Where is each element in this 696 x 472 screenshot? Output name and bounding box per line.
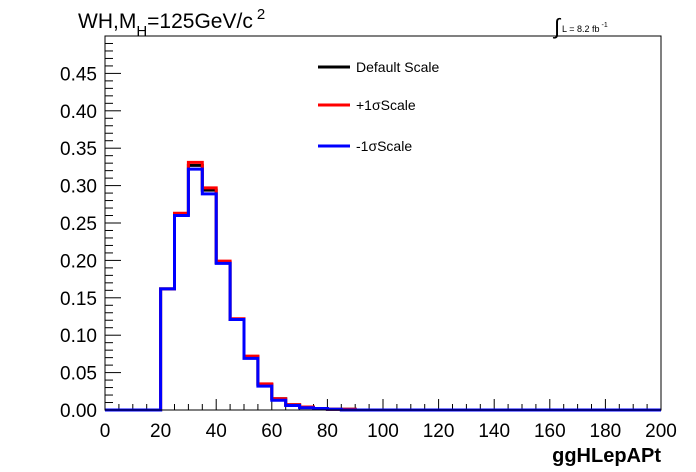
x-tick-label: 160	[534, 421, 566, 442]
legend: Default Scale +1σScale -1σScale	[318, 59, 439, 154]
title-subscript: H	[136, 23, 148, 40]
x-tick-label: 140	[478, 421, 510, 442]
x-tick-label: 80	[317, 421, 338, 442]
chart-title: WH,MH=125GeV/c 2	[78, 6, 265, 40]
integral-symbol: ∫	[554, 14, 561, 39]
legend-label: Default Scale	[356, 59, 439, 75]
y-tick-label: 0.10	[60, 326, 97, 347]
y-tick-label: 0.00	[60, 401, 97, 422]
luminosity-superscript: -1	[601, 22, 608, 29]
legend-label: +1σScale	[356, 97, 416, 113]
x-tick-label: 180	[590, 421, 622, 442]
y-tick-label: 0.25	[60, 214, 97, 235]
title-superscript: 2	[256, 6, 266, 23]
x-tick-label: 100	[367, 421, 399, 442]
x-tick-labels: 0 20 40 60 80 100 120 140 160 180 200	[100, 421, 677, 442]
y-tick-label: 0.45	[60, 64, 97, 85]
y-tick-labels: 0.00 0.05 0.10 0.15 0.20 0.25 0.30 0.35 0.40 0.45	[60, 64, 97, 422]
axis-ticks	[104, 42, 662, 411]
x-tick-label: 0	[100, 421, 111, 442]
y-tick-label: 0.30	[60, 177, 97, 198]
title-main: WH,M	[78, 10, 137, 33]
x-axis-label: ggHLepAPt	[552, 445, 661, 467]
legend-label: -1σScale	[356, 138, 412, 154]
x-tick-label: 60	[261, 421, 282, 442]
y-tick-label: 0.20	[60, 251, 97, 272]
y-tick-label: 0.05	[60, 364, 97, 385]
y-tick-label: 0.15	[60, 289, 97, 310]
title-rest: =125GeV/c	[147, 10, 253, 33]
x-tick-label: 200	[645, 421, 677, 442]
x-tick-label: 20	[150, 421, 171, 442]
x-tick-label: 40	[206, 421, 227, 442]
plot-frame	[104, 35, 662, 411]
luminosity-label: ∫ L = 8.2 fb -1	[554, 12, 608, 39]
y-tick-label: 0.40	[60, 102, 97, 123]
series-line-3	[105, 167, 661, 412]
x-tick-label: 120	[423, 421, 455, 442]
y-tick-label: 0.35	[60, 139, 97, 160]
luminosity-text: L = 8.2 fb	[562, 24, 600, 34]
histogram-series	[105, 160, 661, 412]
